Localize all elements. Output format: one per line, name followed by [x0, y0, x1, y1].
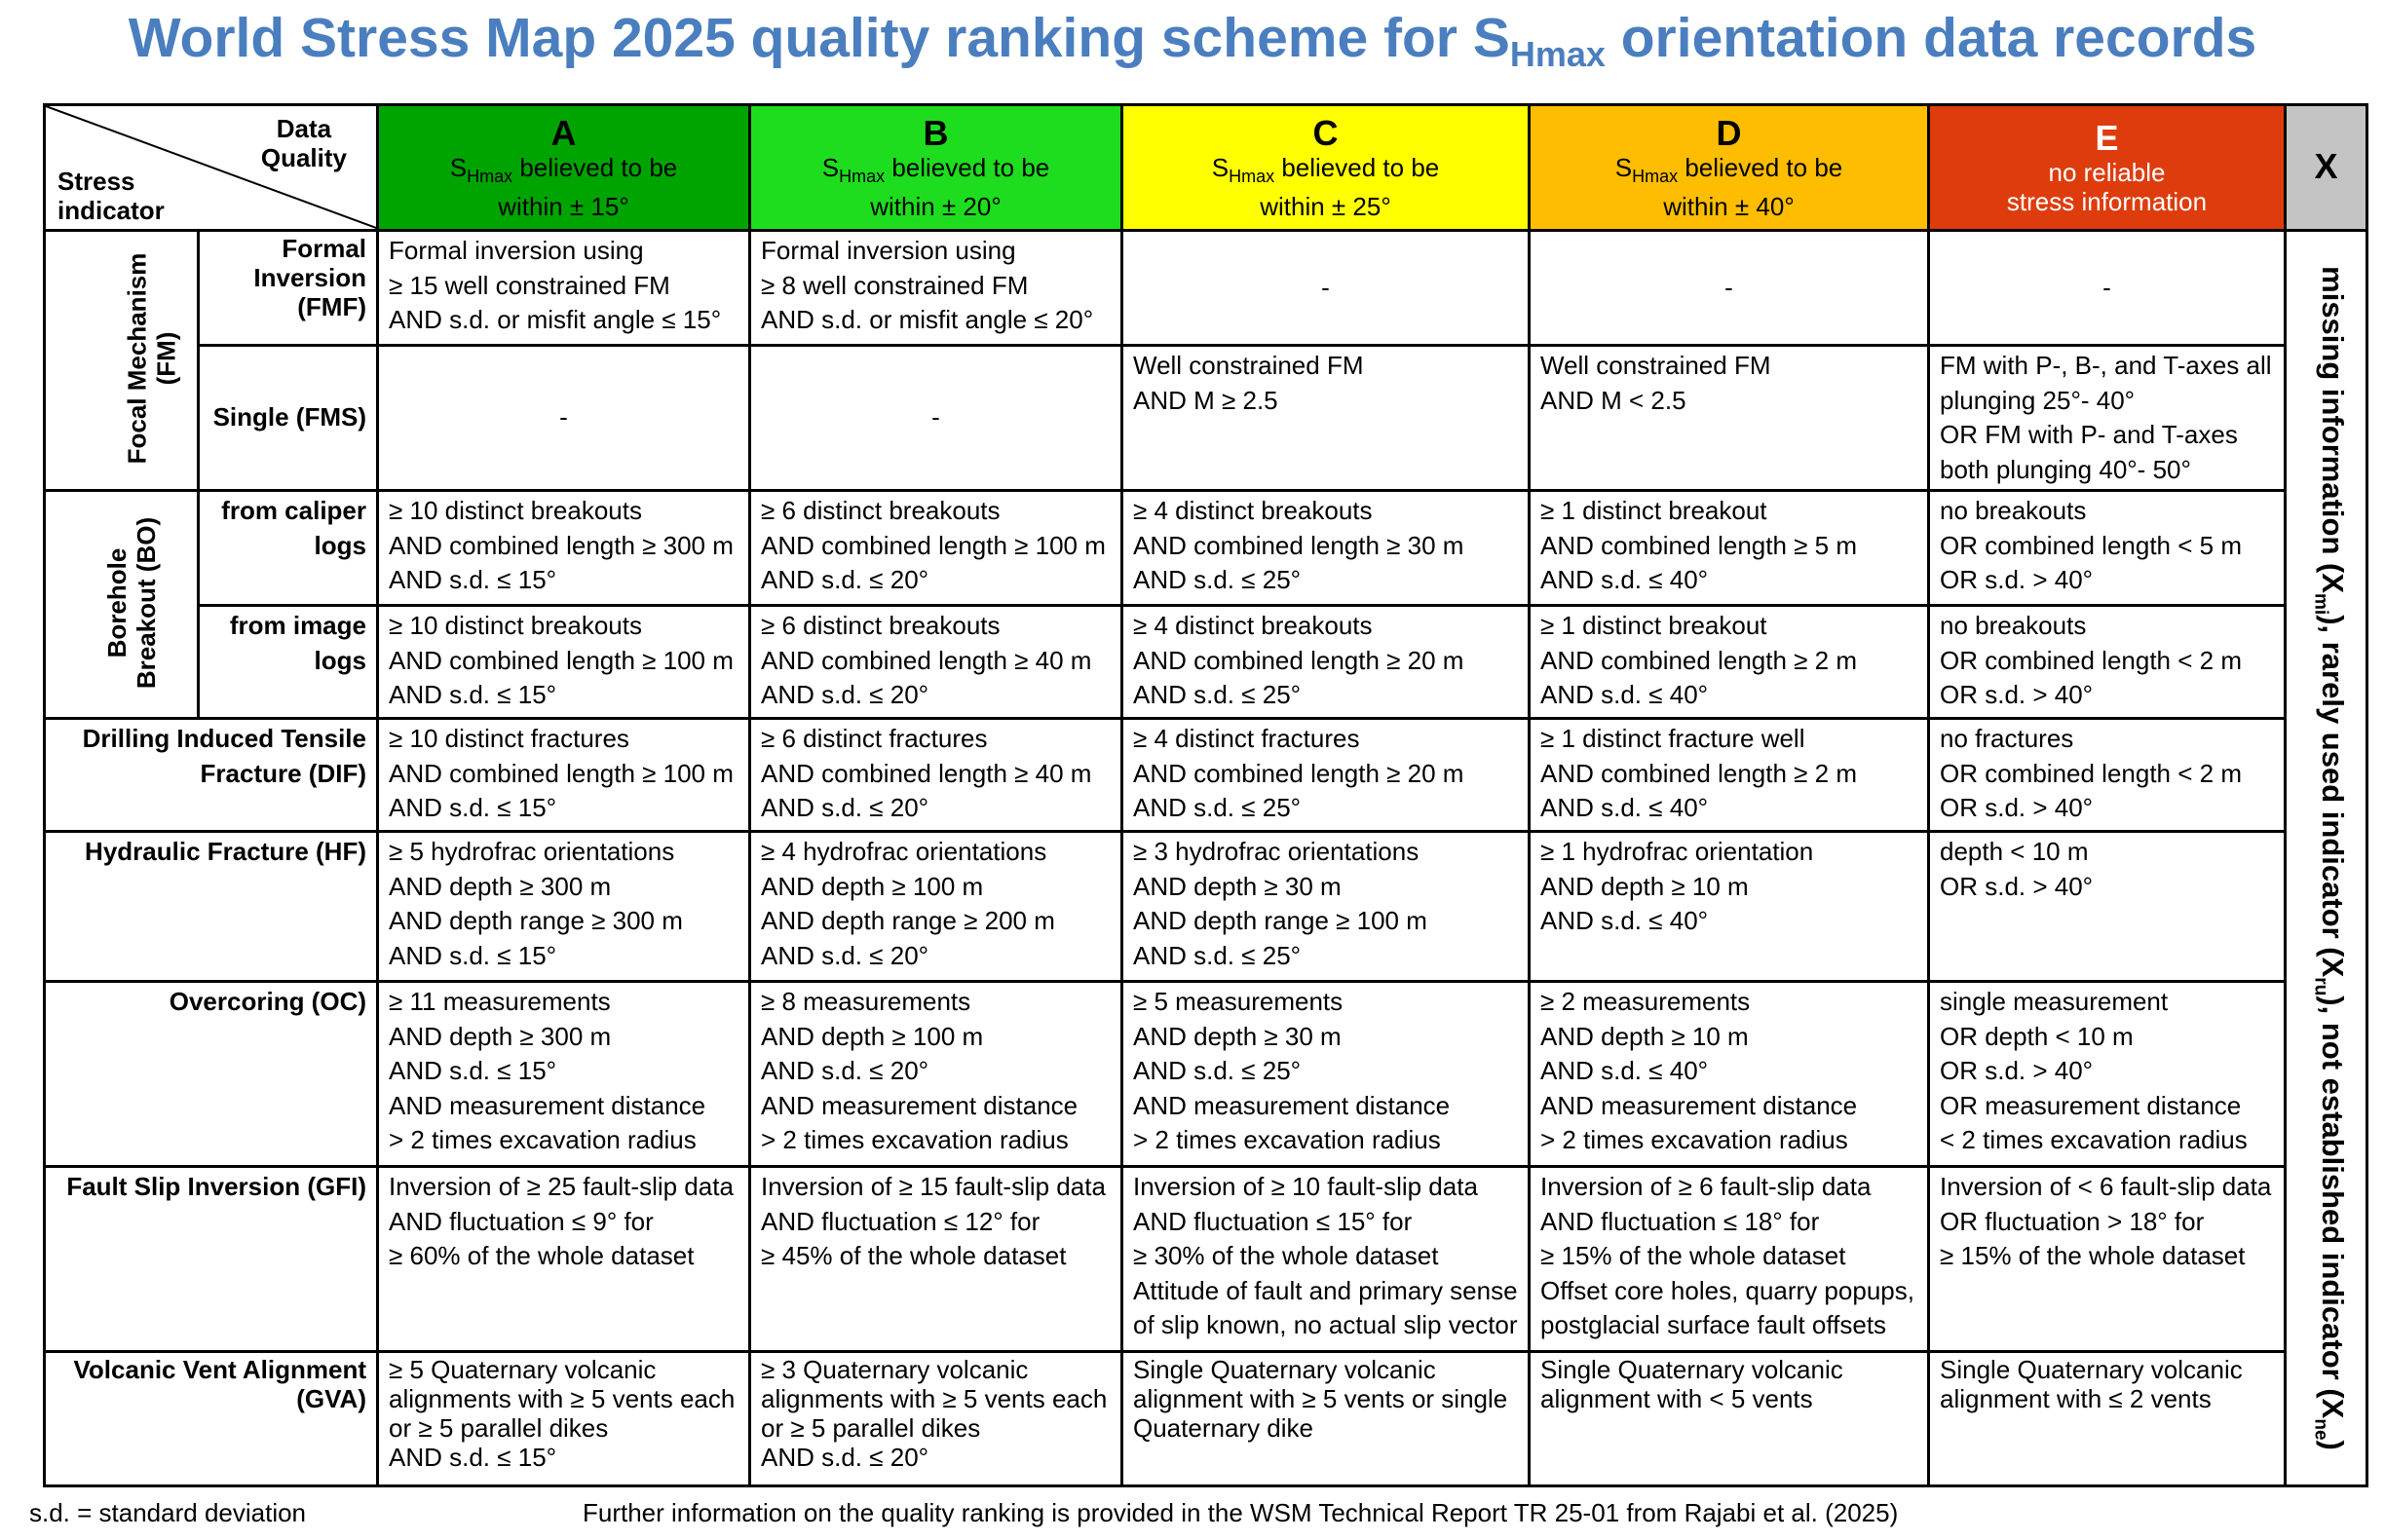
cell-dif-A: ≥ 10 distinct fractures AND combined leng…: [376, 717, 751, 833]
cell-gva-C: Single Quaternary volcanic alignment with…: [1120, 1350, 1531, 1487]
stress-indicator-label: Stress indicator: [57, 167, 165, 225]
table-row: Hydraulic Fracture (HF) ≥ 5 hydrofrac or…: [43, 830, 2367, 983]
table-row: from image logs ≥ 10 distinct breakouts AN…: [45, 604, 2367, 720]
cell-caliper-B: ≥ 6 distinct breakouts AND combined lengt…: [748, 489, 1123, 607]
cell-gfi-B: Inversion of ≥ 15 fault-slip data AND flu…: [748, 1165, 1123, 1353]
header-row: Data Quality Stress indicator A SHmax belie…: [43, 103, 2368, 232]
page-title: World Stress Map 2025 quality ranking sc…: [128, 7, 2257, 74]
cell-oc-C: ≥ 5 measurements AND depth ≥ 30 m AND s.d.…: [1120, 980, 1531, 1168]
quality-C-header: C SHmax believed to be within ± 25°: [1120, 103, 1531, 232]
row-label-gva: Volcanic Vent Alignment (GVA): [43, 1350, 379, 1487]
cell-gfi-C: Inversion of ≥ 10 fault-slip data AND flu…: [1120, 1165, 1531, 1353]
group-borehole-breakout: Borehole Breakout (BO): [43, 489, 200, 720]
row-label-bo-image: from image logs: [197, 604, 379, 720]
cell-gva-A: ≥ 5 Quaternary volcanic alignments with ≥…: [376, 1350, 751, 1487]
footnote-sd: s.d. = standard deviation: [29, 1498, 307, 1527]
cell-gfi-A: Inversion of ≥ 25 fault-slip data AND flu…: [376, 1165, 751, 1353]
cell-oc-D: ≥ 2 measurements AND depth ≥ 10 m AND s.d.…: [1528, 980, 1930, 1168]
cell-oc-B: ≥ 8 measurements AND depth ≥ 100 m AND s.d…: [748, 980, 1123, 1168]
cell-image-C: ≥ 4 distinct breakouts AND combined lengt…: [1120, 604, 1531, 720]
row-label-oc: Overcoring (OC): [43, 980, 379, 1168]
quality-B-header: B SHmax believed to be within ± 20°: [748, 103, 1123, 232]
cell-fms-C: Well constrained FM AND M ≥ 2.5: [1120, 344, 1531, 492]
row-label-fmf: Formal Inversion (FMF): [197, 229, 379, 347]
quality-A-header: A SHmax believed to be within ± 15°: [376, 103, 751, 232]
cell-hf-D: ≥ 1 hydrofrac orientation AND depth ≥ 10 …: [1528, 830, 1930, 983]
row-label-fms: Single (FMS): [197, 344, 379, 492]
cell-oc-A: ≥ 11 measurements AND depth ≥ 300 m AND s.…: [376, 980, 751, 1168]
cell-dif-E: no fractures OR combined length < 2 m OR s…: [1927, 717, 2287, 833]
quality-X-header: X: [2284, 103, 2368, 232]
data-quality-label: Data Quality: [260, 114, 347, 172]
table-row: Fault Slip Inversion (GFI) Inversion of …: [43, 1165, 2367, 1353]
cell-image-E: no breakouts OR combined length < 2 m OR s…: [1927, 604, 2287, 720]
table-row: Borehole Breakout (BO) from caliper logs ≥…: [43, 489, 2367, 720]
cell-caliper-C: ≥ 4 distinct breakouts AND combined lengt…: [1120, 489, 1531, 607]
footnote-reference: Further information on the quality ranki…: [583, 1498, 1899, 1527]
row-label-gfi: Fault Slip Inversion (GFI): [43, 1165, 379, 1353]
group-focal-mechanism: Focal Mechanism (FM): [43, 229, 200, 492]
cell-fmf-E: -: [1927, 229, 2287, 347]
cell-hf-C: ≥ 3 hydrofrac orientations AND depth ≥ 30…: [1120, 830, 1531, 983]
table-row: Drilling Induced Tensile Fracture (DIF) ≥…: [43, 717, 2367, 833]
quality-ranking-table: Data Quality Stress indicator A SHmax belie…: [43, 103, 2368, 1487]
corner-header: Data Quality Stress indicator: [43, 103, 379, 232]
cell-hf-E: depth < 10 m OR s.d. > 40°: [1927, 830, 2287, 983]
corner-diagonal: [47, 107, 375, 228]
x-column-description: missing information (Xmi), rarely used i…: [2284, 229, 2368, 1487]
cell-dif-D: ≥ 1 distinct fracture well AND combined l…: [1528, 717, 1930, 833]
cell-image-A: ≥ 10 distinct breakouts AND combined leng…: [376, 604, 751, 720]
cell-fmf-D: -: [1528, 229, 1930, 347]
row-label-hf: Hydraulic Fracture (HF): [43, 830, 379, 983]
cell-hf-B: ≥ 4 hydrofrac orientations AND depth ≥ 10…: [748, 830, 1123, 983]
cell-caliper-E: no breakouts OR combined length < 5 m OR s…: [1927, 489, 2287, 607]
cell-gva-D: Single Quaternary volcanic alignment with…: [1528, 1350, 1930, 1487]
cell-gfi-E: Inversion of < 6 fault-slip data OR fluct…: [1927, 1165, 2287, 1353]
cell-fmf-B: Formal inversion using ≥ 8 well constrain…: [748, 229, 1123, 347]
table-row: Single (FMS) - - Well constrained FM AND …: [45, 344, 2367, 492]
cell-fms-B: -: [748, 344, 1123, 492]
cell-hf-A: ≥ 5 hydrofrac orientations AND depth ≥ 30…: [376, 830, 751, 983]
cell-caliper-D: ≥ 1 distinct breakout AND combined length…: [1528, 489, 1930, 607]
cell-gva-B: ≥ 3 Quaternary volcanic alignments with ≥…: [748, 1350, 1123, 1487]
quality-D-header: D SHmax believed to be within ± 40°: [1528, 103, 1930, 232]
table-row: Volcanic Vent Alignment (GVA) ≥ 5 Quatern…: [43, 1350, 2367, 1487]
cell-caliper-A: ≥ 10 distinct breakouts AND combined leng…: [376, 489, 751, 607]
cell-fmf-C: -: [1120, 229, 1531, 347]
cell-fms-D: Well constrained FM AND M < 2.5: [1528, 344, 1930, 492]
cell-fms-A: -: [376, 344, 751, 492]
table-row: Focal Mechanism (FM) Formal Inversion (FMF)…: [43, 229, 2368, 1487]
cell-oc-E: single measurement OR depth < 10 m OR s.d.…: [1927, 980, 2287, 1168]
cell-fms-E: FM with P-, B-, and T-axes all plunging 2…: [1927, 344, 2287, 492]
cell-image-B: ≥ 6 distinct breakouts AND combined lengt…: [748, 604, 1123, 720]
cell-gfi-D: Inversion of ≥ 6 fault-slip data AND fluc…: [1528, 1165, 1930, 1353]
cell-gva-E: Single Quaternary volcanic alignment with…: [1927, 1350, 2287, 1487]
row-label-bo-caliper: from caliper logs: [197, 489, 379, 607]
cell-dif-B: ≥ 6 distinct fractures AND combined lengt…: [748, 717, 1123, 833]
row-label-dif: Drilling Induced Tensile Fracture (DIF): [43, 717, 379, 833]
cell-dif-C: ≥ 4 distinct fractures AND combined lengt…: [1120, 717, 1531, 833]
cell-image-D: ≥ 1 distinct breakout AND combined length…: [1528, 604, 1930, 720]
cell-fmf-A: Formal inversion using ≥ 15 well constrai…: [376, 229, 751, 347]
table-row: Overcoring (OC) ≥ 11 measurements AND dep…: [43, 980, 2367, 1168]
